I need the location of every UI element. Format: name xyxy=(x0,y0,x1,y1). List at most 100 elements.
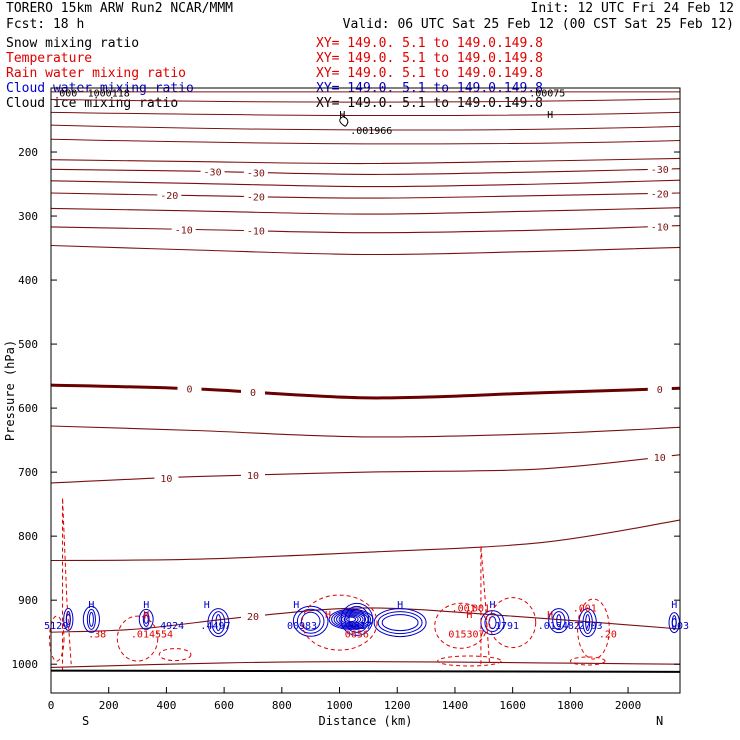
cloud-water-label: 2703 xyxy=(579,621,603,632)
cloud-water-contour xyxy=(300,611,321,631)
x-tick-label: 0 xyxy=(48,699,55,712)
cloud-water-label: H xyxy=(397,600,403,611)
header-init: Init: 12 UTC Fri 24 Feb 12 xyxy=(530,1,735,16)
isotherm-label: -10 xyxy=(175,225,193,236)
cloud-water-contour xyxy=(548,608,570,634)
plot-frame xyxy=(50,87,681,694)
cloud-water-label: .1791 xyxy=(489,621,519,632)
rain-label: H xyxy=(547,610,553,621)
isotherm-label: 0 xyxy=(250,388,256,399)
cloud-water-contour xyxy=(143,614,149,624)
rain-contour xyxy=(569,656,606,666)
legend-label-snow: Snow mixing ratio xyxy=(6,36,140,51)
cloud-water-label: H xyxy=(88,600,94,611)
isotherm-0 xyxy=(50,383,681,400)
y-tick-label: 200 xyxy=(18,146,38,159)
snow-label: 1000118 xyxy=(88,88,130,99)
legend-row-rain: Rain water mixing ratio xyxy=(6,66,186,81)
cloud-water-label: .4497 xyxy=(200,621,230,632)
isotherm--25 xyxy=(50,179,681,188)
cloud-water-contour xyxy=(585,614,591,632)
isotherm-upper xyxy=(50,138,681,145)
y-tick-label: 400 xyxy=(18,274,38,287)
x-tick-label: 1600 xyxy=(499,699,526,712)
cloud-water-contour xyxy=(211,611,226,635)
y-tick-label: 500 xyxy=(18,338,38,351)
cloud-water-core-contour xyxy=(341,614,362,625)
rain-contour xyxy=(489,597,537,649)
rain-contour xyxy=(116,615,159,662)
rain-label: .38 xyxy=(88,629,106,640)
cloud-water-core-contour xyxy=(331,609,372,629)
header-valid: Valid: 06 UTC Sat 25 Feb 12 (00 CST Sat … xyxy=(342,17,734,32)
isotherm-upper xyxy=(50,124,681,131)
isotherm--10 xyxy=(50,225,681,234)
cloud-water-contour xyxy=(215,614,222,632)
rain-label: .20 xyxy=(599,629,617,640)
isotherm--20 xyxy=(50,192,681,199)
isotherm-10 xyxy=(50,454,681,484)
isotherm-label: -20 xyxy=(651,189,669,200)
y-tick-label: 300 xyxy=(18,210,38,223)
cloud-water-core-contour xyxy=(328,608,374,630)
rain-label: H xyxy=(466,610,472,621)
legend-label-temperature: Temperature xyxy=(6,51,93,66)
x-tick-label: 200 xyxy=(99,699,119,712)
cloud-water-contour xyxy=(381,614,419,632)
legend-xy-temperature: XY= 149.0. 5.1 to 149.0.149.8 xyxy=(316,51,543,66)
cloud-water-contour xyxy=(373,608,427,638)
isotherm-label-bg xyxy=(240,385,265,398)
legend-xy-cloud-ice: XY= 149.0. 5.1 to 149.0.149.8 xyxy=(316,96,543,111)
snow-label: .001966 xyxy=(350,126,392,137)
isotherm-label: 0 xyxy=(186,385,192,396)
isotherm-label: -30 xyxy=(204,168,222,179)
rain-contour xyxy=(301,594,378,651)
cloud-water-label: H xyxy=(489,600,495,611)
isotherm-label-bg xyxy=(647,382,672,395)
legend-row-temperature: Temperature xyxy=(6,51,92,66)
rain-contour-tower-east xyxy=(480,545,491,665)
cloud-water-contour xyxy=(292,605,329,637)
isotherm-label: 20 xyxy=(247,612,259,623)
rain-contour xyxy=(434,602,488,649)
isotherm-label: 0 xyxy=(657,385,663,396)
isotherm-label: 10 xyxy=(654,453,666,464)
rain-contour-tower-west xyxy=(62,497,72,671)
x-tick-label: 1000 xyxy=(326,699,353,712)
rain-label: 0656 xyxy=(345,629,369,640)
snow-label: 000 xyxy=(59,88,77,99)
y-tick-label: 600 xyxy=(18,402,38,415)
isotherm-label-bg xyxy=(157,189,182,202)
isotherm-label-bg xyxy=(243,166,268,179)
isotherm-label-bg xyxy=(243,224,268,237)
rain-label: 015307 xyxy=(448,629,484,640)
rain-label: .014554 xyxy=(131,629,173,640)
x-tick-label: 400 xyxy=(156,699,176,712)
isotherm-label-bg xyxy=(200,165,225,178)
cloud-water-contour xyxy=(207,608,230,638)
cloud-water-contour xyxy=(484,613,501,633)
header-model-line: TORERO 15km ARW Run2 NCAR/MMM xyxy=(6,1,233,16)
isotherm-label-bg xyxy=(647,163,672,176)
cloud-water-contour xyxy=(552,611,566,631)
x-tick-label: 1200 xyxy=(384,699,411,712)
rain-label: .001 xyxy=(573,604,597,615)
isotherm--15 xyxy=(50,207,681,215)
cloud-water-label: .015482 xyxy=(538,621,580,632)
isotherm-layer: -30 -30 -30 -20 -20 -20 -10 -10 -10 0 0 0 10 10 10 20 xyxy=(50,157,681,668)
cloud-water-contour xyxy=(296,608,325,634)
rain-contour xyxy=(577,598,610,660)
x-tick-label: 800 xyxy=(272,699,292,712)
isotherm-label-bg xyxy=(240,610,265,623)
isotherm-label: -30 xyxy=(651,165,669,176)
y-tick-label: 1000 xyxy=(12,658,39,671)
cloud-water-contour xyxy=(582,611,593,635)
cloud-water-contour xyxy=(63,607,74,631)
legend-row-snow: Snow mixing ratio xyxy=(6,36,139,51)
rain-contour xyxy=(158,648,192,662)
isotherm-label: -20 xyxy=(160,191,178,202)
isotherm-5 xyxy=(50,425,681,438)
